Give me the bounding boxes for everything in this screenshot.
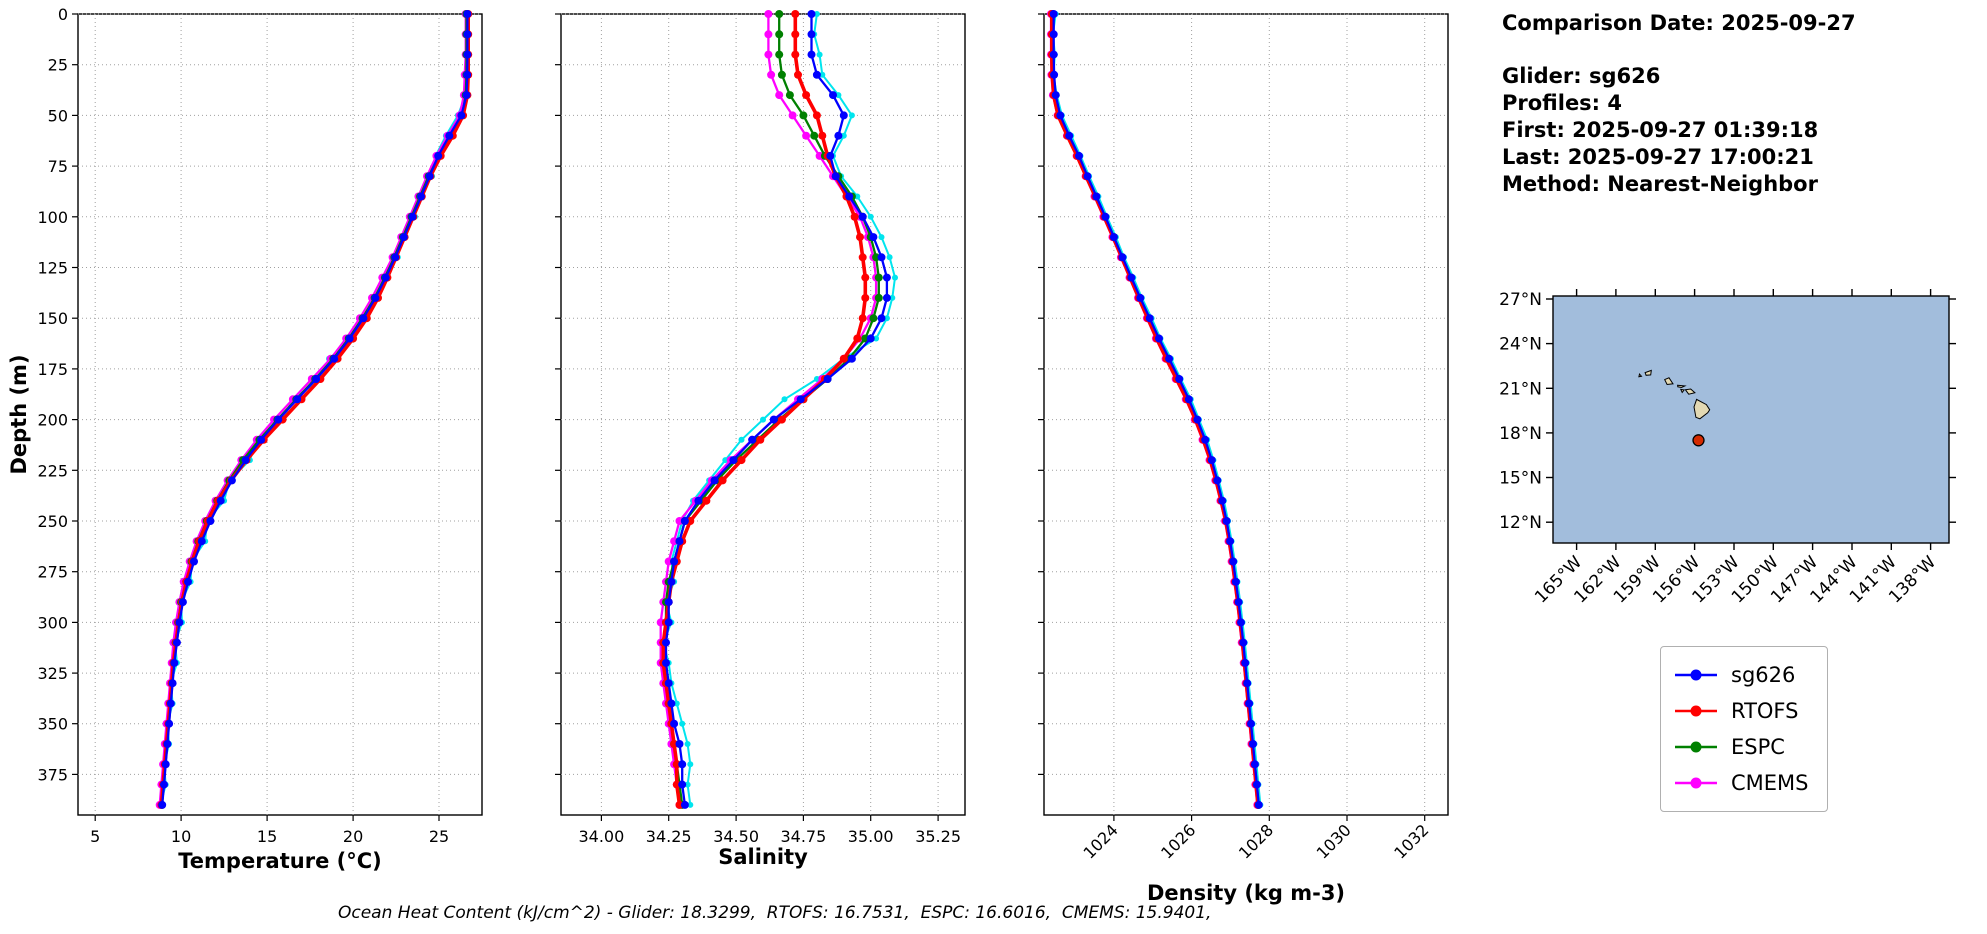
svg-text:27°N: 27°N [1499, 290, 1542, 310]
map-ocean [1552, 295, 1950, 544]
svg-text:20: 20 [343, 827, 363, 846]
svg-text:24°N: 24°N [1499, 335, 1542, 355]
legend-line-marker-icon [1675, 705, 1717, 717]
legend-label: CMEMS [1731, 771, 1809, 795]
svg-text:1026: 1026 [1157, 820, 1199, 862]
svg-text:125: 125 [37, 259, 68, 278]
svg-text:200: 200 [37, 411, 68, 430]
series-sg626 [158, 10, 472, 809]
comparison-info: Comparison Date: 2025-09-27 Glider: sg62… [1502, 10, 1856, 198]
comparison-date: Comparison Date: 2025-09-27 [1502, 11, 1856, 35]
island-shape [1693, 398, 1711, 420]
legend-line-marker-icon [1675, 777, 1717, 789]
island-shape [1684, 388, 1696, 395]
svg-text:250: 250 [37, 512, 68, 531]
legend-item-espc: ESPC [1673, 729, 1809, 765]
legend-label: sg626 [1731, 663, 1796, 687]
ohc-footnote: Ocean Heat Content (kJ/cm^2) - Glider: 1… [338, 903, 1212, 923]
island-shape [1644, 369, 1652, 376]
svg-text:100: 100 [37, 208, 68, 227]
last-profile-time: Last: 2025-09-27 17:00:21 [1502, 145, 1814, 169]
svg-text:50: 50 [48, 106, 68, 125]
svg-text:1028: 1028 [1235, 820, 1277, 862]
svg-text:175: 175 [37, 360, 68, 379]
svg-text:34.00: 34.00 [578, 827, 624, 846]
svg-text:1030: 1030 [1313, 820, 1355, 862]
profile-charts: 5 10 15 20 250255075100125150175200225250275… [7, 5, 1449, 905]
glider-name: Glider: sg626 [1502, 64, 1661, 88]
svg-text:0: 0 [58, 5, 68, 24]
svg-text:34.75: 34.75 [780, 827, 826, 846]
svg-text:1032: 1032 [1390, 820, 1432, 862]
method: Method: Nearest-Neighbor [1502, 172, 1818, 196]
density-panel: 1024 1026 1028 1030 1032 Density (kg m-3) [1038, 10, 1449, 905]
svg-text:275: 275 [37, 563, 68, 582]
svg-text:150: 150 [37, 309, 68, 328]
island-shape [1679, 388, 1686, 394]
svg-text:21°N: 21°N [1499, 379, 1542, 399]
svg-text:18°N: 18°N [1499, 424, 1542, 444]
series-sg626 [1049, 10, 1263, 809]
profiles-count: Profiles: 4 [1502, 91, 1623, 115]
svg-text:325: 325 [37, 664, 68, 683]
svg-text:Density (kg m-3): Density (kg m-3) [1147, 881, 1345, 905]
legend-label: RTOFS [1731, 699, 1799, 723]
svg-text:Depth (m): Depth (m) [7, 354, 31, 474]
svg-text:1024: 1024 [1080, 820, 1122, 862]
svg-text:375: 375 [37, 765, 68, 784]
first-profile-time: First: 2025-09-27 01:39:18 [1502, 118, 1819, 142]
island-shape [1664, 377, 1674, 386]
svg-text:5: 5 [90, 827, 100, 846]
svg-text:Temperature (°C): Temperature (°C) [178, 849, 381, 873]
svg-text:34.25: 34.25 [646, 827, 692, 846]
legend-line-marker-icon [1675, 669, 1717, 681]
legend-item-sg626: sg626 [1673, 657, 1809, 693]
svg-text:350: 350 [37, 715, 68, 734]
svg-text:25: 25 [48, 56, 68, 75]
series-sg626 [662, 10, 891, 809]
svg-text:Salinity: Salinity [718, 845, 808, 869]
svg-text:15°N: 15°N [1499, 469, 1542, 489]
glider-position-marker [1692, 434, 1705, 447]
svg-text:225: 225 [37, 461, 68, 480]
legend-line-marker-icon [1675, 741, 1717, 753]
island-shape [1677, 384, 1687, 389]
temperature-panel: 5 10 15 20 250255075100125150175200225250275… [7, 5, 483, 873]
svg-text:34.50: 34.50 [713, 827, 759, 846]
legend-label: ESPC [1731, 735, 1785, 759]
legend: sg626 RTOFS ESPC CMEMS [1660, 646, 1828, 812]
svg-text:75: 75 [48, 157, 68, 176]
svg-text:15: 15 [257, 827, 277, 846]
salinity-panel: 34.00 34.25 34.50 34.75 35.00 35.25 Salinity [555, 10, 966, 869]
svg-text:12°N: 12°N [1499, 513, 1542, 533]
svg-text:25: 25 [429, 827, 449, 846]
svg-text:35.25: 35.25 [915, 827, 961, 846]
legend-item-cmems: CMEMS [1673, 765, 1809, 801]
legend-item-rtofs: RTOFS [1673, 693, 1809, 729]
svg-text:10: 10 [171, 827, 191, 846]
island-shape [1638, 373, 1643, 378]
location-map: 27°N24°N21°N18°N15°N12°N165°W162°W159°W1… [1499, 289, 1956, 607]
svg-text:300: 300 [37, 613, 68, 632]
svg-text:35.00: 35.00 [848, 827, 894, 846]
